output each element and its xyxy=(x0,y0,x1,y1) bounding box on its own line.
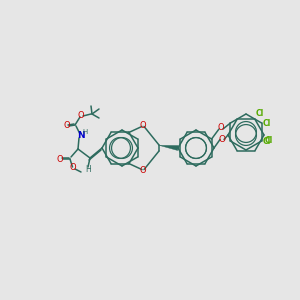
Text: O: O xyxy=(140,166,146,175)
Text: O: O xyxy=(218,124,224,133)
Text: O: O xyxy=(78,112,84,121)
Text: O: O xyxy=(64,122,70,130)
Text: H: H xyxy=(85,164,91,173)
Text: O: O xyxy=(57,155,63,164)
Text: O: O xyxy=(70,164,76,172)
Text: Cl: Cl xyxy=(262,136,271,146)
Text: Cl: Cl xyxy=(262,118,271,127)
Text: O: O xyxy=(140,121,146,130)
Text: O: O xyxy=(218,135,226,144)
Text: Cl: Cl xyxy=(256,110,264,118)
Text: Cl: Cl xyxy=(265,136,273,145)
Text: H: H xyxy=(82,129,88,135)
Text: N: N xyxy=(77,130,85,140)
Polygon shape xyxy=(159,145,178,151)
